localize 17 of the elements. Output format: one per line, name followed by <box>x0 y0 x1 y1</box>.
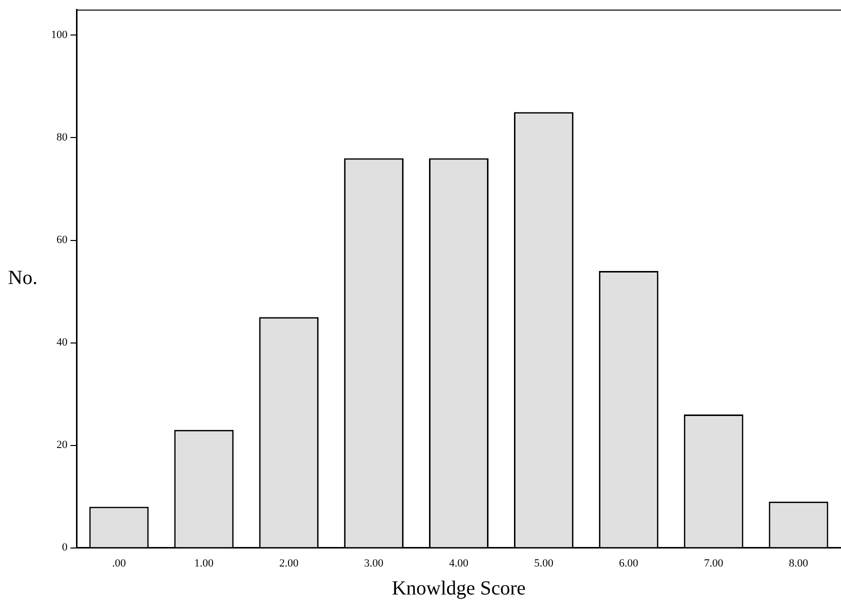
x-tick-label: 1.00 <box>194 557 214 570</box>
x-tick-label: 3.00 <box>364 557 384 570</box>
x-tick-label: 4.00 <box>449 557 469 570</box>
x-tick-label: .00 <box>112 557 126 570</box>
y-tick-label: 60 <box>56 234 68 246</box>
x-tick-label: 5.00 <box>534 557 554 570</box>
x-tick-label: 8.00 <box>788 557 809 570</box>
y-axis-title: No. <box>8 266 38 289</box>
y-tick-label: 0 <box>62 542 68 554</box>
y-tick-label: 100 <box>51 29 68 42</box>
x-tick-label: 7.00 <box>704 557 724 570</box>
x-tick-label: 2.00 <box>279 557 299 570</box>
x-axis-title: Knowldge Score <box>392 577 526 600</box>
y-tick-label: 80 <box>56 132 68 144</box>
x-tick-label: 6.00 <box>619 557 639 570</box>
y-tick-label: 40 <box>56 336 68 349</box>
y-tick-label: 20 <box>56 439 68 452</box>
